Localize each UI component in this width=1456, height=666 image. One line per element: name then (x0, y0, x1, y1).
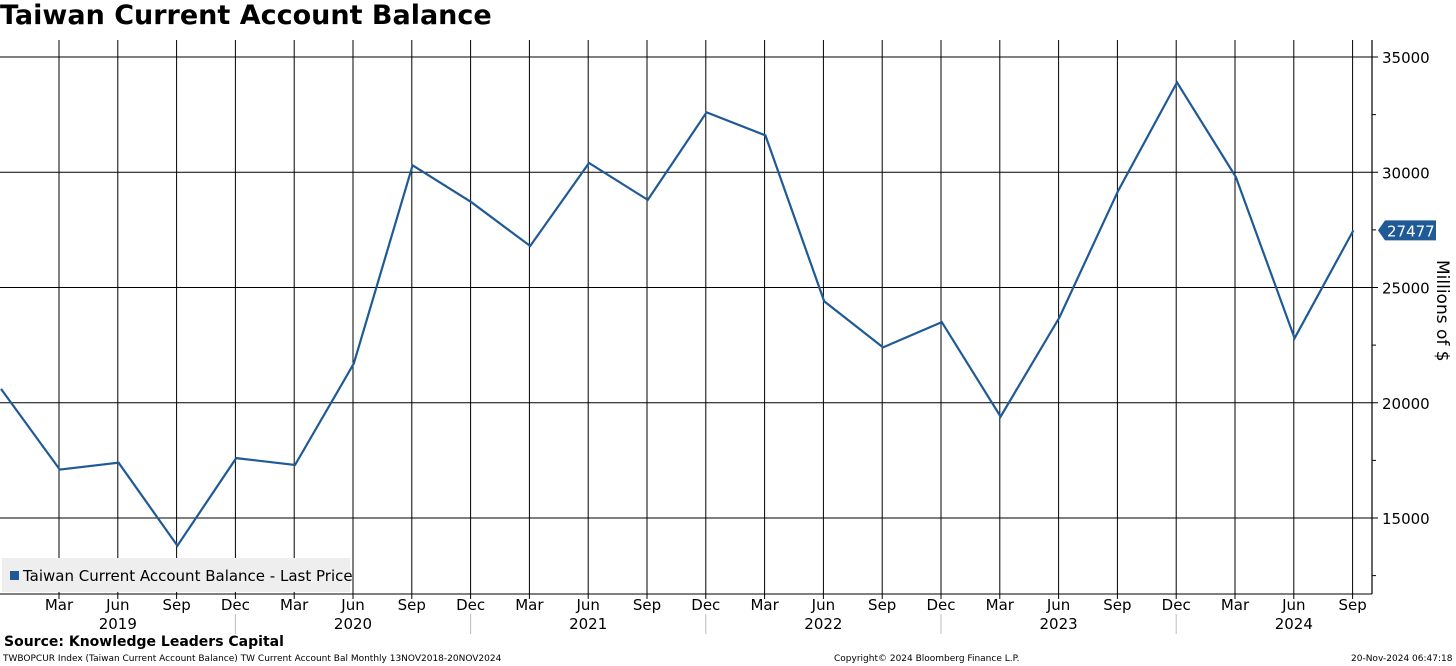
year-label: 2023 (1040, 615, 1078, 633)
y-tick-label: 25000 (1382, 280, 1430, 298)
y-axis-label: Millions of $ (1432, 260, 1452, 362)
y-tick-label: 30000 (1382, 164, 1430, 182)
legend-swatch (10, 571, 19, 580)
last-value-badge (1378, 220, 1436, 241)
year-label: 2021 (569, 615, 607, 633)
x-tick-label: Jun (1281, 596, 1305, 614)
grid-layer (0, 40, 1372, 594)
index-info: TWBOPCUR Index (Taiwan Current Account B… (3, 654, 502, 664)
year-label: 2019 (99, 615, 137, 633)
x-tick-label: Sep (1338, 596, 1366, 614)
series-layer (0, 80, 1355, 548)
y-tick-label: 20000 (1382, 395, 1430, 413)
legend-entry: Taiwan Current Account Balance - Last Pr… (22, 567, 353, 585)
chart-title: Taiwan Current Account Balance (0, 0, 492, 31)
x-tick-label: Mar (45, 596, 74, 614)
source-note: Source: Knowledge Leaders Capital (4, 634, 284, 650)
timestamp: 20-Nov-2024 06:47:18 (1351, 654, 1453, 664)
x-tick-label: Jun (811, 596, 835, 614)
legend-background (2, 558, 350, 592)
label-layer: 15000 20000 25000 30000 35000 Mar Jun Sep Dec Mar… (45, 49, 1436, 633)
x-tick-label: Sep (633, 596, 661, 614)
copyright-note: Copyright© 2024 Bloomberg Finance L.P. (834, 654, 1020, 664)
x-tick-label: Dec (221, 596, 250, 614)
x-tick-label: Dec (1162, 596, 1191, 614)
axis-layer (0, 40, 1378, 634)
x-tick-label: Sep (398, 596, 426, 614)
x-tick-label: Mar (1221, 596, 1250, 614)
x-tick-label: Dec (691, 596, 720, 614)
year-label: 2022 (804, 615, 842, 633)
x-tick-label: Jun (105, 596, 129, 614)
x-tick-label: Mar (986, 596, 1015, 614)
last-value-label: 27477 (1387, 222, 1435, 240)
x-tick-label: Mar (750, 596, 779, 614)
y-tick-label: 35000 (1382, 49, 1430, 67)
x-tick-label: Jun (1046, 596, 1070, 614)
x-tick-label: Mar (280, 596, 309, 614)
series-line (0, 80, 1355, 548)
x-tick-label: Sep (1103, 596, 1131, 614)
x-tick-label: Jun (575, 596, 599, 614)
x-tick-label: Jun (340, 596, 364, 614)
x-tick-label: Mar (515, 596, 544, 614)
x-tick-label: Dec (456, 596, 485, 614)
x-tick-label: Dec (926, 596, 955, 614)
y-tick-label: 15000 (1382, 510, 1430, 528)
x-tick-label: Sep (162, 596, 190, 614)
year-label: 2024 (1275, 615, 1313, 633)
legend: Taiwan Current Account Balance - Last Pr… (2, 558, 353, 592)
year-label: 2020 (334, 615, 372, 633)
x-tick-label: Sep (868, 596, 896, 614)
